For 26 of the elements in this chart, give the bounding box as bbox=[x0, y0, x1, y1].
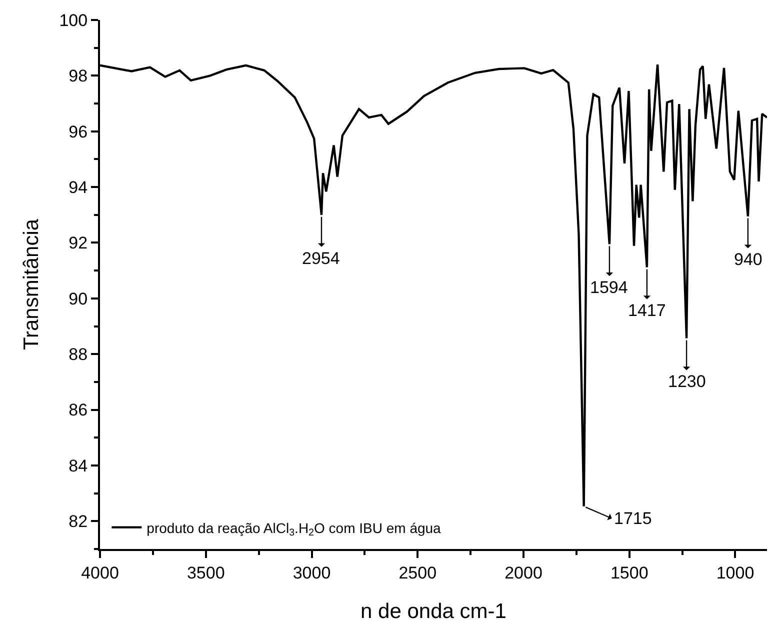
x-axis-title: n de onda cm-1 bbox=[360, 600, 506, 624]
y-tick-label: 96 bbox=[68, 122, 88, 142]
x-tick-label: 3500 bbox=[186, 563, 225, 582]
x-tick-label: 2000 bbox=[504, 563, 542, 582]
y-tick-label: 98 bbox=[68, 66, 88, 86]
annotation: 2954 bbox=[302, 249, 340, 268]
y-tick-label: 84 bbox=[68, 456, 88, 476]
x-tick-label: 2500 bbox=[398, 563, 437, 582]
y-axis-title: Transmitância bbox=[20, 218, 43, 350]
y-tick-label: 100 bbox=[59, 10, 88, 30]
annotation: 1230 bbox=[668, 372, 706, 391]
y-tick-label: 82 bbox=[68, 512, 88, 532]
legend-label: produto da reação AlCl$_{3}$.H$_{2}$O com IBU em água bbox=[146, 520, 442, 539]
y-tick-label: 88 bbox=[68, 345, 88, 364]
y-tick-label: 90 bbox=[68, 289, 88, 308]
y-tick-label: 94 bbox=[68, 178, 88, 197]
annotation: 940 bbox=[734, 250, 762, 269]
x-tick-label: 1500 bbox=[610, 563, 648, 582]
x-tick-label: 4000 bbox=[81, 563, 119, 582]
x-tick-label: 3000 bbox=[292, 563, 331, 582]
y-tick-label: 86 bbox=[68, 400, 88, 420]
x-tick-label: 1000 bbox=[716, 563, 754, 582]
annotation: 1715 bbox=[614, 509, 652, 528]
annotation: 1594 bbox=[590, 278, 628, 297]
annotation: 1417 bbox=[628, 301, 666, 320]
y-tick-label: 92 bbox=[68, 234, 88, 253]
